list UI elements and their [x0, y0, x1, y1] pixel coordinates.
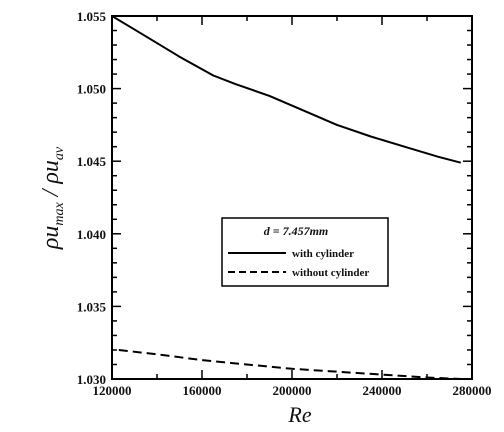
y-ticks [112, 15, 472, 380]
y-axis-title: ρumax / ρuav [38, 146, 67, 250]
plot-frame [111, 15, 473, 380]
y-tick-labels: 1.030 1.035 1.040 1.045 1.050 1.055 [77, 9, 107, 387]
legend-label-without-cylinder: without cylinder [292, 267, 369, 279]
x-tick-label: 160000 [183, 383, 222, 398]
x-ticks [111, 16, 473, 379]
series-line-without-cylinder [118, 349, 461, 380]
y-tick-label: 1.050 [77, 82, 106, 97]
y-tick-label: 1.040 [77, 227, 106, 242]
x-tick-label: 120000 [93, 383, 132, 398]
x-axis-title: Re [287, 402, 311, 427]
legend-title: d = 7.457mm [264, 224, 329, 238]
legend: d = 7.457mm with cylinder without cylind… [221, 217, 389, 287]
svg-text:ρumax / ρuav: ρumax / ρuav [38, 146, 67, 250]
x-tick-label: 240000 [363, 383, 402, 398]
y-tick-label: 1.055 [77, 9, 107, 24]
series-lines [111, 15, 462, 380]
x-tick-label: 200000 [273, 383, 312, 398]
y-tick-label: 1.045 [77, 154, 107, 169]
series-line-with-cylinder [111, 15, 462, 164]
legend-label-with-cylinder: with cylinder [292, 248, 354, 260]
x-tick-labels: 120000 160000 200000 240000 280000 [93, 383, 492, 398]
y-tick-label: 1.030 [77, 372, 106, 387]
x-tick-label: 280000 [453, 383, 492, 398]
y-tick-label: 1.035 [77, 299, 107, 314]
